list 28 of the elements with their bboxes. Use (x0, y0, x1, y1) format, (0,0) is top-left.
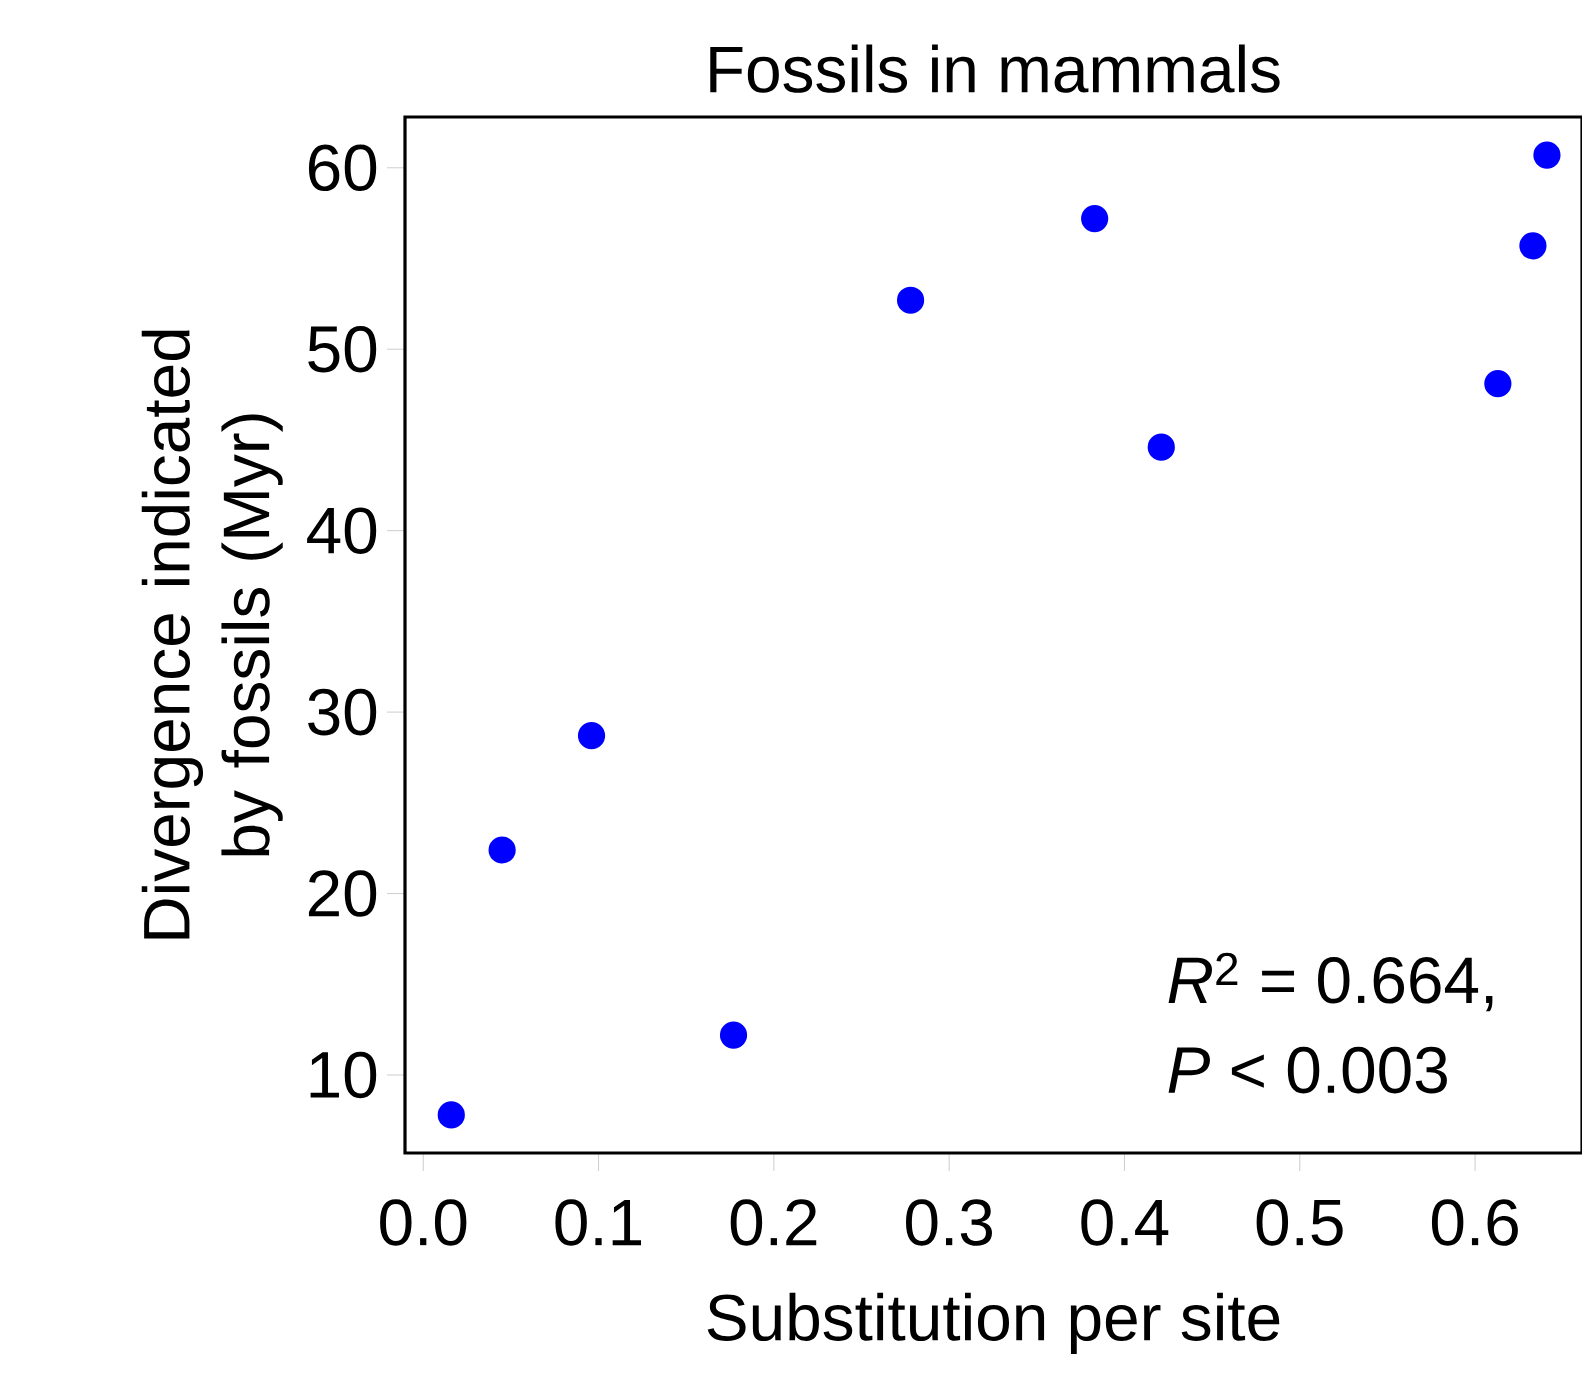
y-tick-label: 50 (308, 325, 377, 373)
y-axis-title: Divergence indicated by fossils (Myr) (141, 330, 283, 939)
x-tick-label: 0.1 (555, 1199, 642, 1246)
point (488, 836, 516, 864)
x-tick-label: 0.0 (380, 1199, 467, 1246)
annotation: P < 0.003 (1168, 1046, 1447, 1094)
point (1484, 370, 1512, 398)
y-tick-label: 30 (308, 688, 377, 736)
x-tick-label: 0.6 (1431, 1199, 1518, 1246)
y-tick-label: 40 (307, 507, 377, 554)
point (719, 1021, 748, 1049)
y-tick-label: 10 (310, 1051, 377, 1099)
chart-title: Fossils in mammals (710, 44, 1280, 93)
x-tick-label: 0.3 (906, 1199, 992, 1246)
x-tick-label: 0.4 (1081, 1199, 1169, 1246)
point (437, 1101, 465, 1129)
y-tick-label: 20 (308, 870, 377, 917)
point (1147, 433, 1175, 461)
point (1533, 141, 1561, 169)
annotation: R$^{2}$ = 0.664, (1168, 952, 1493, 1012)
point (1081, 204, 1109, 233)
point (1519, 232, 1547, 260)
x-axis-title: Substitution per site (707, 1292, 1280, 1354)
y-tick-label: 60 (308, 144, 377, 192)
x-tick-label: 0.2 (730, 1199, 817, 1246)
x-tick-label: 0.5 (1256, 1199, 1343, 1246)
point (896, 286, 925, 314)
point (577, 722, 606, 750)
